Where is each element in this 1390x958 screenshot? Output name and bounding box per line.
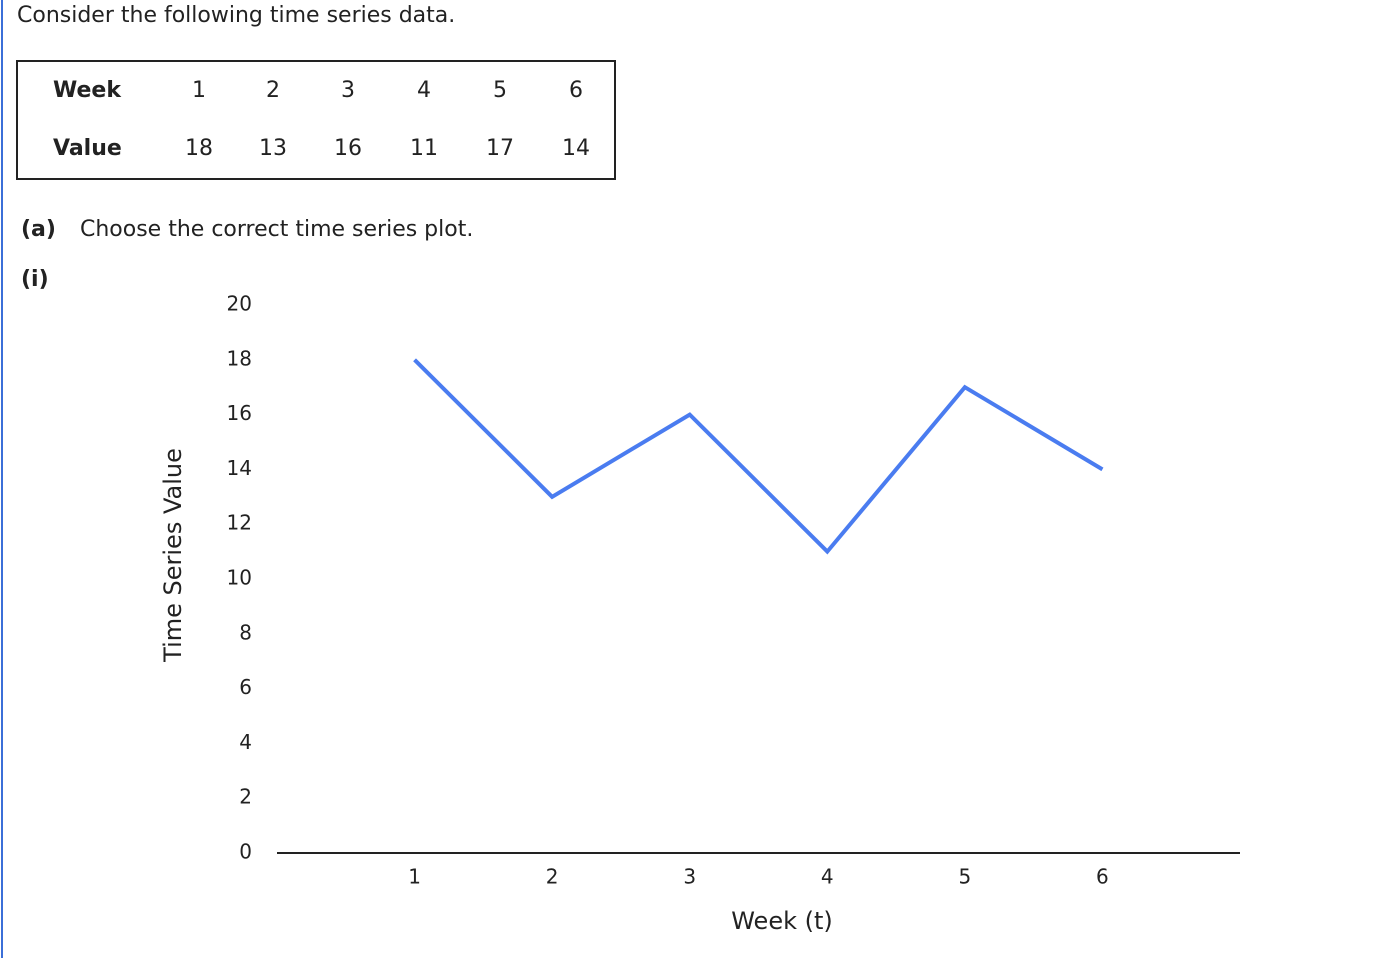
y-tick-label: 6 <box>239 675 252 699</box>
x-axis-label: Week (t) <box>731 907 833 935</box>
table-cell: 16 <box>334 136 362 161</box>
y-tick-label: 14 <box>227 456 252 480</box>
table-cell: 13 <box>259 136 287 161</box>
table-frame <box>16 60 616 180</box>
table-cell: 11 <box>410 136 438 161</box>
x-tick-label: 5 <box>958 865 971 889</box>
series-line <box>413 358 1104 555</box>
table-cell: 1 <box>192 78 206 103</box>
intro: Consider the following time series data. <box>17 3 455 28</box>
y-tick-label: 18 <box>227 346 252 370</box>
y-tick-label: 4 <box>239 730 252 754</box>
y-tick-label: 12 <box>227 511 252 535</box>
option-label: (i) <box>21 267 49 292</box>
table-cell: 17 <box>486 136 514 161</box>
question-text: Choose the correct time series plot. <box>80 217 473 242</box>
table-cell: 5 <box>493 78 507 103</box>
y-tick-label: 16 <box>227 401 252 425</box>
x-tick-label: 1 <box>408 865 421 889</box>
row-header: Value <box>53 136 122 161</box>
x-tick-label: 4 <box>821 865 834 889</box>
row-header: Week <box>53 78 122 103</box>
table: Week 1 2 3 4 5 6 Value 18 13 16 11 17 14 <box>53 78 590 161</box>
x-tick-label: 3 <box>683 865 696 889</box>
y-tick-label: 0 <box>239 840 252 864</box>
question-label: (a) <box>21 217 56 242</box>
table-cell: 14 <box>562 136 590 161</box>
table-cell: 2 <box>266 78 280 103</box>
table-cell: 3 <box>341 78 355 103</box>
y-tick-label: 8 <box>239 620 252 644</box>
table-cell: 6 <box>569 78 583 103</box>
table-cell: 4 <box>417 78 431 103</box>
table-cell: 18 <box>185 136 213 161</box>
y-tick-label: 2 <box>239 785 252 809</box>
y-tick-label: 20 <box>227 292 252 316</box>
x-tick-label: 6 <box>1096 865 1109 889</box>
y-tick-label: 10 <box>227 566 252 590</box>
y-axis-label: Time Series Value <box>159 448 187 663</box>
x-tick-label: 2 <box>546 865 559 889</box>
